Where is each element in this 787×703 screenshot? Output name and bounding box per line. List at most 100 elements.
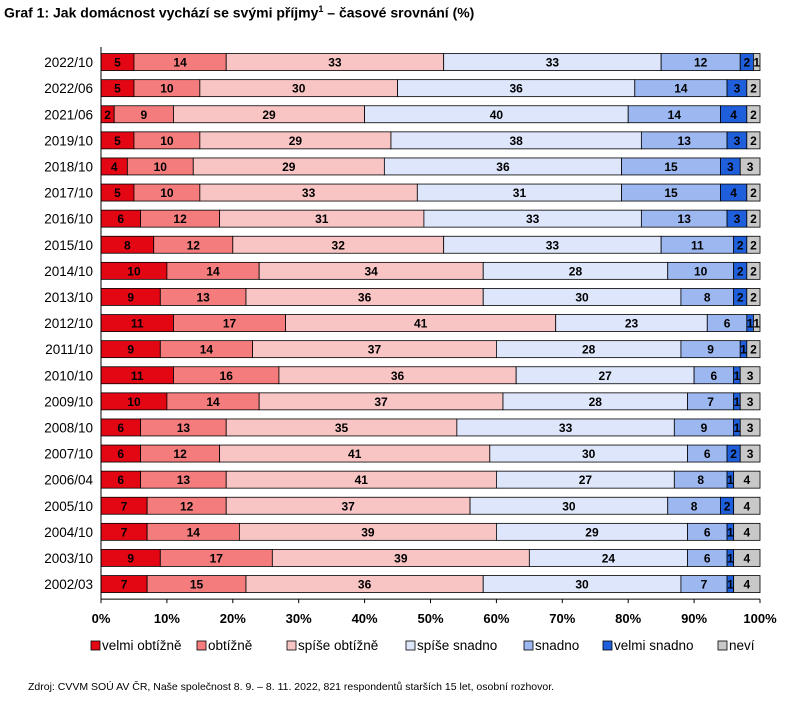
data-label: 5: [114, 186, 121, 200]
data-label: 15: [664, 160, 678, 174]
bar-segment: [746, 209, 761, 228]
bar-segment: [746, 131, 761, 150]
data-label: 30: [575, 578, 589, 592]
data-label: 39: [361, 525, 375, 539]
data-label: 10: [127, 264, 141, 278]
data-label: 12: [694, 56, 708, 70]
legend-swatch: [90, 640, 101, 651]
bar-segment: [746, 79, 761, 98]
data-label: 2: [730, 447, 737, 461]
data-label: 14: [200, 343, 214, 357]
bar-segment: [746, 261, 761, 280]
data-label: 12: [180, 499, 194, 513]
data-label: 8: [704, 290, 711, 304]
data-label: 9: [707, 343, 714, 357]
data-label: 1: [753, 317, 760, 331]
chart-title-footnote-mark: 1: [318, 4, 324, 14]
data-label: 34: [365, 264, 379, 278]
data-label: 36: [358, 578, 372, 592]
data-label: 33: [559, 421, 573, 435]
category-label: 2022/10: [44, 55, 93, 70]
data-label: 2: [737, 290, 744, 304]
data-label: 10: [160, 82, 174, 96]
data-label: 33: [546, 56, 560, 70]
category-label: 2011/10: [45, 342, 93, 357]
bar-segment: [733, 575, 761, 593]
data-label: 13: [196, 290, 210, 304]
category-label: 2018/10: [44, 159, 93, 174]
data-label: 33: [328, 56, 342, 70]
legend-label: snadno: [535, 638, 579, 653]
data-label: 6: [704, 525, 711, 539]
data-label: 2: [104, 108, 111, 122]
x-tick-label: 30%: [286, 611, 312, 626]
data-label: 37: [341, 499, 355, 513]
bars-layer: 5 14 33 33 12 2 15 10 30 36 14 3 22 9 29 40 14 4 25 10 29 38 1…: [100, 53, 761, 593]
axes-layer: 2022/10 2022/06 2021/06 2019/10 2018/10 2017/…: [44, 47, 777, 626]
data-label: 28: [569, 264, 583, 278]
data-label: 6: [117, 421, 124, 435]
data-label: 3: [747, 447, 754, 461]
legend-swatch: [196, 640, 207, 651]
data-label: 37: [374, 395, 388, 409]
data-label: 11: [131, 317, 144, 331]
x-tick-label: 50%: [417, 611, 443, 626]
data-label: 4: [111, 160, 118, 174]
data-label: 38: [509, 134, 523, 148]
data-label: 13: [177, 473, 191, 487]
source-note: Zdroj: CVVM SOÚ AV ČR, Naše společnost 8…: [28, 681, 555, 693]
stacked-bar-chart: 5 14 33 33 12 2 15 10 30 36 14 3 22 9 29 40 14 4 25 10 29 38 1…: [44, 47, 777, 653]
bar-segment: [733, 549, 761, 567]
data-label: 27: [598, 369, 612, 383]
data-label: 27: [579, 473, 593, 487]
data-label: 1: [747, 317, 754, 331]
legend-swatch: [286, 640, 297, 651]
bar-segment: [746, 183, 761, 202]
category-label: 2014/10: [44, 264, 93, 279]
x-tick-label: 100%: [743, 611, 777, 626]
data-label: 14: [187, 525, 201, 539]
x-tick-label: 90%: [681, 611, 707, 626]
data-label: 41: [355, 473, 369, 487]
data-label: 7: [121, 499, 128, 513]
data-label: 36: [391, 369, 405, 383]
data-label: 15: [190, 578, 204, 592]
category-label: 2010/10: [44, 368, 93, 383]
data-label: 6: [117, 212, 124, 226]
data-label: 10: [160, 134, 174, 148]
data-label: 6: [117, 473, 124, 487]
data-label: 3: [747, 160, 754, 174]
data-label: 41: [348, 447, 362, 461]
category-label: 2013/10: [44, 290, 93, 305]
legend-label: neví: [729, 638, 755, 653]
data-label: 30: [582, 447, 596, 461]
bar-segment: [739, 418, 761, 437]
data-label: 7: [121, 578, 128, 592]
legend-swatch: [523, 640, 534, 651]
data-label: 5: [114, 134, 121, 148]
data-label: 4: [743, 578, 750, 592]
data-label: 7: [707, 395, 714, 409]
data-label: 8: [697, 473, 704, 487]
data-label: 2: [750, 238, 757, 252]
data-label: 1: [753, 56, 760, 70]
data-label: 9: [127, 290, 134, 304]
data-label: 2: [724, 499, 731, 513]
x-tick-label: 40%: [352, 611, 378, 626]
data-label: 11: [131, 369, 144, 383]
legend-swatch: [405, 640, 416, 651]
data-label: 10: [154, 160, 168, 174]
data-label: 2: [750, 264, 757, 278]
legend-label: spíše snadno: [417, 638, 497, 653]
data-label: 30: [292, 82, 306, 96]
data-label: 1: [740, 343, 747, 357]
data-label: 4: [730, 186, 737, 200]
chart-title-suffix: – časové srovnání (%): [323, 4, 475, 21]
data-label: 7: [121, 525, 128, 539]
bar-segment: [753, 314, 761, 332]
category-label: 2021/06: [44, 107, 93, 122]
data-label: 40: [490, 108, 504, 122]
data-label: 10: [160, 186, 174, 200]
data-label: 3: [747, 395, 754, 409]
data-label: 6: [117, 447, 124, 461]
